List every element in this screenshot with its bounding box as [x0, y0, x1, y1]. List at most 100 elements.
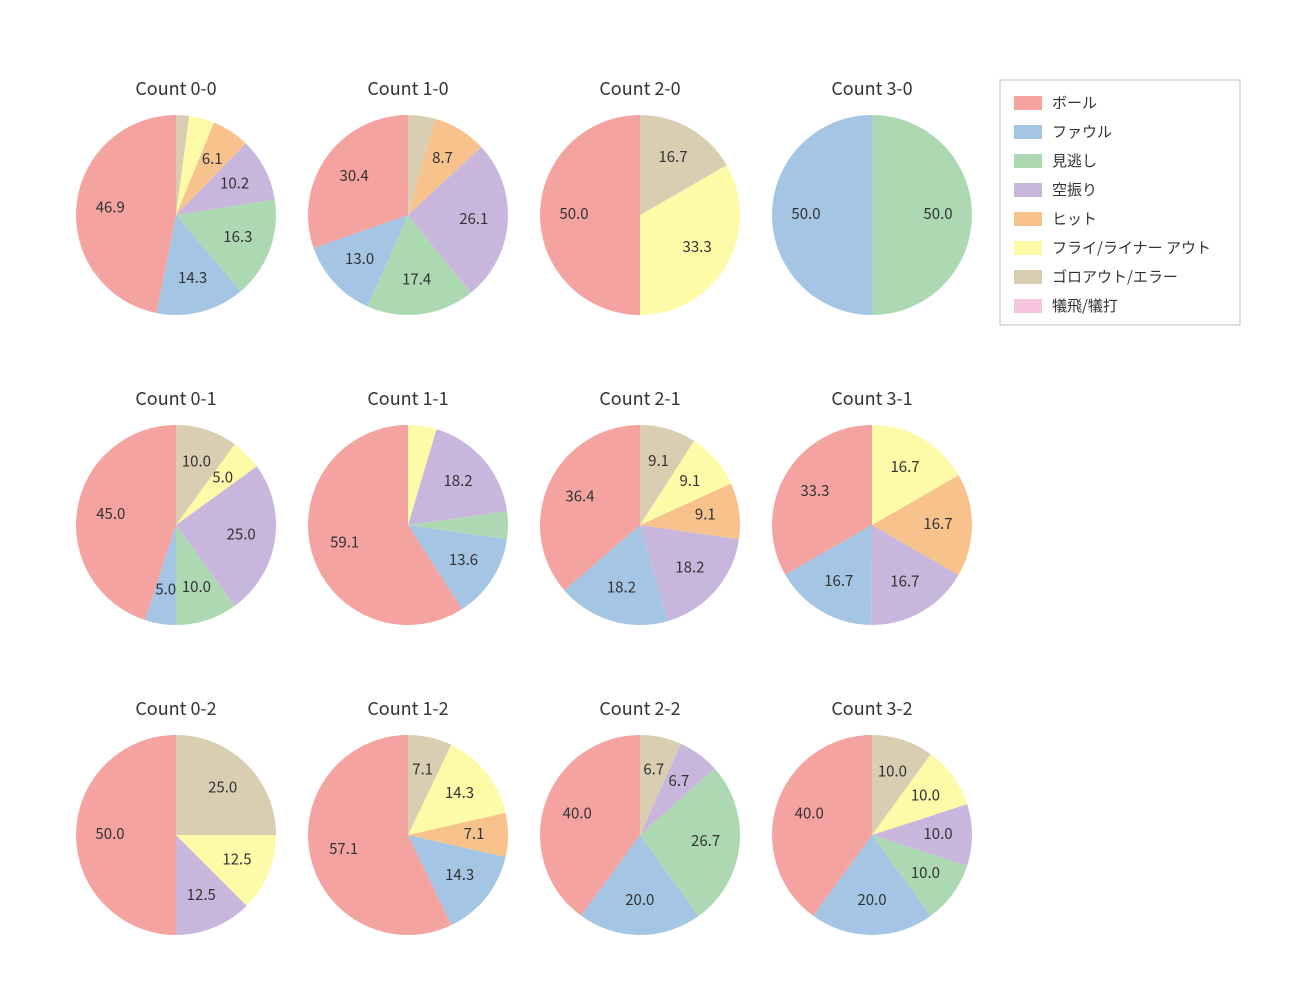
slice-label: 5.0 — [155, 578, 176, 599]
pie-title: Count 3-0 — [831, 75, 912, 101]
pie-title: Count 2-2 — [599, 695, 680, 721]
pie-title: Count 3-2 — [831, 695, 912, 721]
legend-swatch — [1014, 125, 1042, 139]
slice-label: 20.0 — [625, 889, 654, 910]
pie-slice — [76, 735, 176, 935]
legend-frame — [1000, 80, 1240, 325]
slice-label: 50.0 — [791, 203, 820, 224]
slice-label: 16.3 — [223, 226, 252, 247]
pie-title: Count 0-1 — [135, 385, 216, 411]
slice-label: 25.0 — [227, 523, 256, 544]
slice-label: 50.0 — [559, 203, 588, 224]
slice-label: 6.7 — [669, 770, 690, 791]
legend-label: ヒット — [1052, 208, 1097, 229]
pie-chart: Count 1-0 30.4 13.0 17.4 26.1 8.7 — [308, 75, 508, 315]
slice-label: 7.1 — [464, 823, 485, 844]
chart-grid: Count 0-0 46.9 14.3 16.3 10.2 6.1 Count 1-0 30.… — [0, 0, 1300, 1000]
legend-label: ゴロアウト/エラー — [1052, 266, 1178, 287]
slice-label: 13.0 — [345, 248, 374, 269]
slice-label: 10.0 — [911, 862, 940, 883]
slice-label: 14.3 — [178, 267, 207, 288]
slice-label: 16.7 — [890, 456, 919, 477]
slice-label: 17.4 — [402, 269, 431, 290]
slice-label: 18.2 — [443, 470, 472, 491]
legend-label: 犠飛/犠打 — [1052, 295, 1118, 316]
legend-swatch — [1014, 299, 1042, 313]
legend-swatch — [1014, 241, 1042, 255]
pie-chart: Count 3-0 50.0 50.0 — [772, 75, 972, 315]
legend-swatch — [1014, 183, 1042, 197]
slice-label: 9.1 — [648, 450, 669, 471]
slice-label: 59.1 — [330, 532, 359, 553]
pie-slice — [540, 115, 640, 315]
legend-label: フライ/ライナー アウト — [1052, 237, 1211, 258]
slice-label: 6.1 — [202, 148, 223, 169]
pie-chart: Count 3-1 33.3 16.7 16.7 16.7 16.7 — [772, 385, 972, 625]
slice-label: 50.0 — [923, 203, 952, 224]
slice-label: 10.0 — [182, 450, 211, 471]
legend-swatch — [1014, 270, 1042, 284]
slice-label: 10.0 — [878, 760, 907, 781]
slice-label: 25.0 — [208, 776, 237, 797]
pie-title: Count 1-0 — [367, 75, 448, 101]
pie-title: Count 2-1 — [599, 385, 680, 411]
pie-chart: Count 2-2 40.0 20.0 26.7 6.76.7 — [540, 695, 740, 935]
slice-label: 33.3 — [800, 480, 829, 501]
slice-label: 26.1 — [459, 208, 488, 229]
pie-chart: Count 2-0 50.0 33.3 16.7 — [540, 75, 740, 315]
slice-label: 16.7 — [824, 570, 853, 591]
slice-label: 57.1 — [329, 838, 358, 859]
pie-chart: Count 1-2 57.1 14.3 7.1 14.3 7.1 — [308, 695, 508, 935]
slice-label: 9.1 — [679, 470, 700, 491]
legend-label: ボール — [1052, 92, 1097, 113]
pie-title: Count 3-1 — [831, 385, 912, 411]
slice-label: 12.5 — [187, 884, 216, 905]
pie-slice — [772, 115, 872, 315]
pie-slice — [76, 115, 176, 313]
slice-label: 18.2 — [607, 576, 636, 597]
slice-label: 10.2 — [220, 173, 249, 194]
pie-chart: Count 1-1 59.1 13.6 18.2 — [308, 385, 508, 625]
slice-label: 40.0 — [563, 803, 592, 824]
pie-title: Count 0-0 — [135, 75, 216, 101]
slice-label: 14.3 — [445, 864, 474, 885]
pie-title: Count 1-2 — [367, 695, 448, 721]
slice-label: 6.7 — [643, 759, 664, 780]
slice-label: 26.7 — [691, 830, 720, 851]
pie-slice — [872, 115, 972, 315]
slice-label: 40.0 — [795, 803, 824, 824]
slice-label: 10.0 — [923, 823, 952, 844]
slice-label: 8.7 — [432, 147, 453, 168]
slice-label: 14.3 — [445, 782, 474, 803]
legend-label: ファウル — [1052, 121, 1112, 142]
legend-swatch — [1014, 212, 1042, 226]
slice-label: 36.4 — [565, 486, 594, 507]
slice-label: 46.9 — [96, 197, 125, 218]
slice-label: 50.0 — [95, 823, 124, 844]
slice-label: 10.0 — [911, 784, 940, 805]
pie-title: Count 0-2 — [135, 695, 216, 721]
slice-label: 7.1 — [412, 759, 433, 780]
slice-label: 16.7 — [923, 513, 952, 534]
slice-label: 33.3 — [683, 236, 712, 257]
slice-label: 16.7 — [658, 146, 687, 167]
slice-label: 18.2 — [675, 556, 704, 577]
slice-label: 10.0 — [182, 576, 211, 597]
legend-swatch — [1014, 154, 1042, 168]
slice-label: 9.1 — [695, 504, 716, 525]
slice-label: 45.0 — [96, 503, 125, 524]
pie-chart: Count 0-0 46.9 14.3 16.3 10.2 6.1 — [76, 75, 276, 315]
slice-label: 12.5 — [222, 848, 251, 869]
slice-label: 30.4 — [340, 165, 369, 186]
slice-label: 13.6 — [449, 549, 478, 570]
legend-swatch — [1014, 96, 1042, 110]
pie-chart: Count 0-145.05.010.025.05.010.0 — [76, 385, 276, 625]
slice-label: 16.7 — [890, 570, 919, 591]
legend-label: 見逃し — [1052, 150, 1097, 171]
slice-label: 20.0 — [857, 889, 886, 910]
pie-title: Count 1-1 — [367, 385, 448, 411]
legend-label: 空振り — [1052, 179, 1097, 200]
pie-chart: Count 0-2 50.0 12.5 12.5 25.0 — [76, 695, 276, 935]
pie-chart: Count 3-240.020.010.010.010.010.0 — [772, 695, 972, 935]
pie-title: Count 2-0 — [599, 75, 680, 101]
